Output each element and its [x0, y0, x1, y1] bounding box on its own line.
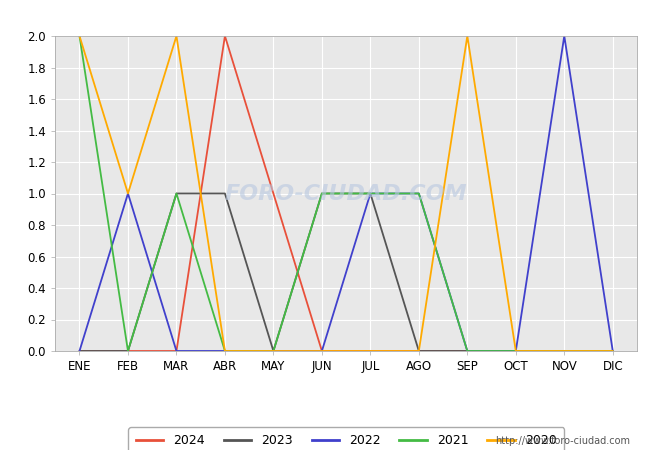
- Legend: 2024, 2023, 2022, 2021, 2020: 2024, 2023, 2022, 2021, 2020: [128, 427, 564, 450]
- Text: FORO-CIUDAD.COM: FORO-CIUDAD.COM: [225, 184, 467, 203]
- Text: http://www.foro-ciudad.com: http://www.foro-ciudad.com: [495, 436, 630, 446]
- Text: Matriculaciones de Vehiculos en Chera: Matriculaciones de Vehiculos en Chera: [151, 7, 499, 25]
